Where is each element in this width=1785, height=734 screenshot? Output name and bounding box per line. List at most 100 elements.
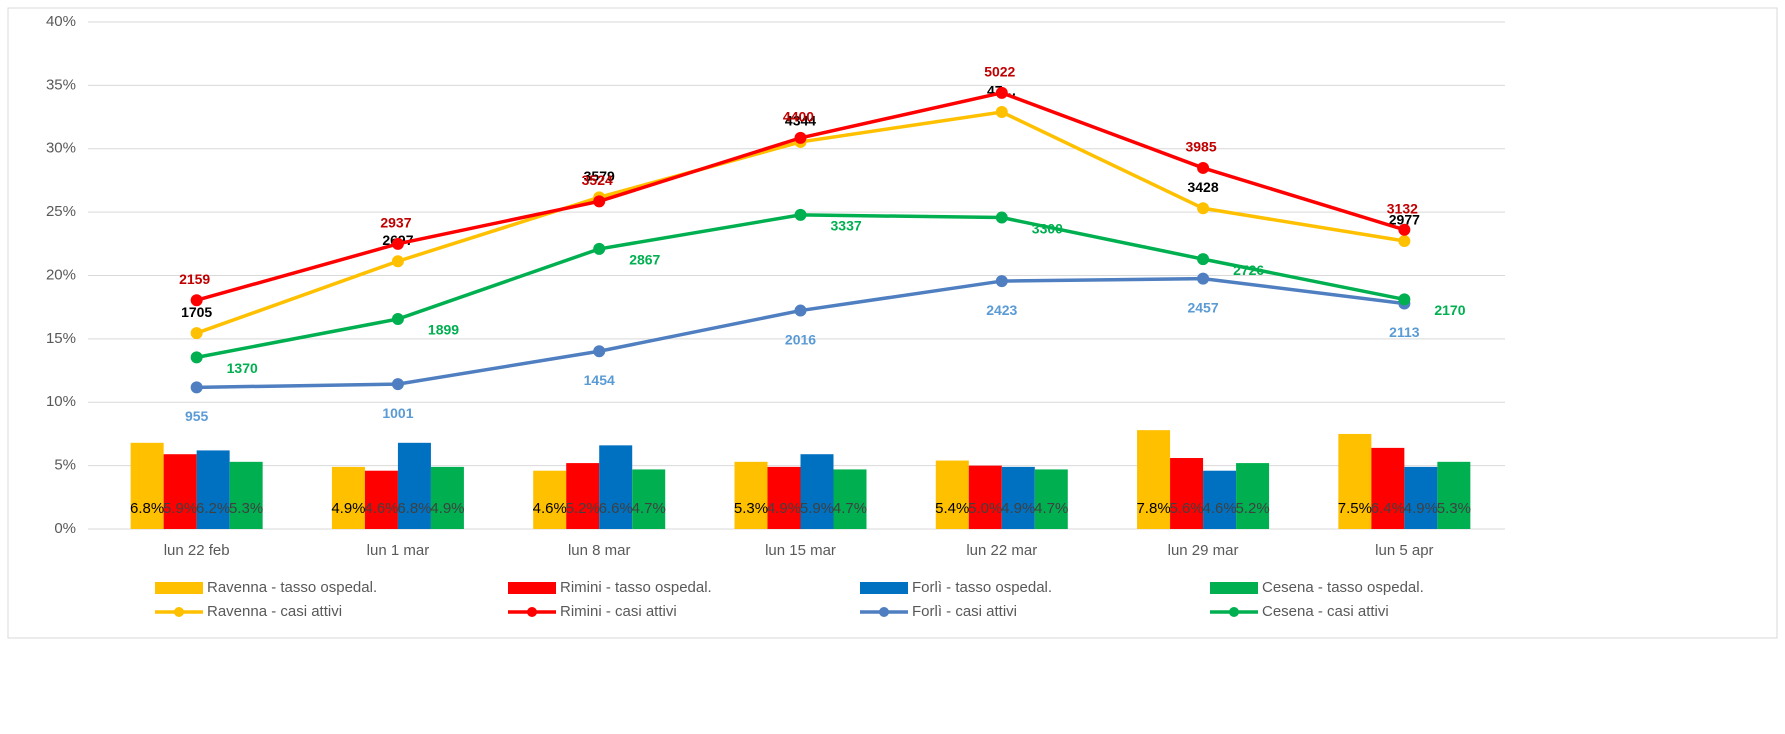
- line-point: [593, 242, 606, 255]
- legend-swatch: [527, 607, 537, 617]
- line-point: [1197, 253, 1210, 266]
- x-tick-label: lun 22 feb: [164, 542, 230, 559]
- line-label: 1370: [227, 360, 258, 376]
- line-label: 2457: [1187, 299, 1218, 315]
- bar-label: 5.3%: [734, 500, 768, 517]
- legend-label: Rimini - casi attivi: [560, 603, 677, 620]
- line-point: [995, 211, 1008, 224]
- x-tick-label: lun 1 mar: [367, 542, 430, 559]
- bar-label: 5.2%: [1235, 500, 1269, 517]
- bar: [599, 445, 633, 529]
- bar: [1001, 466, 1035, 529]
- bar: [1034, 469, 1068, 529]
- bar-label: 4.6%: [1202, 500, 1236, 517]
- legend-label: Forlì - tasso ospedal.: [912, 579, 1052, 596]
- bar: [397, 442, 431, 529]
- bar: [430, 466, 464, 529]
- bar-label: 5.3%: [229, 500, 263, 517]
- line-label: 2159: [179, 271, 210, 287]
- bar-label: 4.9%: [430, 500, 464, 517]
- legend-swatch: [174, 607, 184, 617]
- bar: [1203, 470, 1237, 529]
- bar-label: 5.2%: [566, 500, 600, 517]
- y-tick-label: 5%: [54, 457, 76, 474]
- line-point: [995, 275, 1008, 288]
- line-label: 2016: [785, 331, 816, 347]
- line-label: 3132: [1387, 200, 1418, 216]
- bar: [935, 460, 969, 529]
- line-label: 5022: [984, 64, 1015, 80]
- line-point: [391, 237, 404, 250]
- legend-swatch: [879, 607, 889, 617]
- y-tick-label: 20%: [46, 266, 76, 283]
- bar-label: 6.8%: [397, 500, 431, 517]
- bar-label: 4.9%: [1001, 500, 1035, 517]
- bar-label: 5.0%: [968, 500, 1002, 517]
- line-point: [190, 381, 203, 394]
- bar: [196, 450, 230, 529]
- bar-label: 6.2%: [196, 500, 230, 517]
- bar: [130, 442, 164, 529]
- x-tick-label: lun 8 mar: [568, 542, 631, 559]
- y-tick-label: 35%: [46, 76, 76, 93]
- bar-label: 5.6%: [1169, 500, 1203, 517]
- line-point: [391, 378, 404, 391]
- line-label: 2867: [629, 252, 660, 268]
- bar: [331, 466, 365, 529]
- line-point: [593, 195, 606, 208]
- line-label: 4400: [783, 109, 814, 125]
- line-point: [190, 351, 203, 364]
- y-tick-label: 10%: [46, 393, 76, 410]
- legend-label: Cesena - tasso ospedal.: [1262, 579, 1424, 596]
- bar: [1236, 463, 1270, 529]
- bar-label: 5.4%: [935, 500, 969, 517]
- x-tick-label: lun 5 apr: [1375, 542, 1433, 559]
- bar: [632, 469, 666, 529]
- y-tick-label: 0%: [54, 520, 76, 537]
- bar: [833, 469, 867, 529]
- bar-label: 5.3%: [1437, 500, 1471, 517]
- line-point: [391, 255, 404, 268]
- line-point: [1197, 161, 1210, 174]
- line-point: [794, 304, 807, 317]
- y-tick-label: 25%: [46, 203, 76, 220]
- bar-label: 4.7%: [833, 500, 867, 517]
- line-point: [190, 294, 203, 307]
- legend-swatch: [155, 582, 203, 594]
- line-point: [794, 208, 807, 221]
- bar: [364, 470, 398, 529]
- bar: [1404, 466, 1438, 529]
- bar: [734, 461, 768, 529]
- bar: [1371, 447, 1405, 529]
- line-label: 2170: [1434, 302, 1465, 318]
- chart-frame: [7, 7, 1778, 639]
- line-label: 2113: [1389, 324, 1420, 340]
- line-label: 3579: [584, 168, 615, 184]
- x-tick-label: lun 29 mar: [1168, 542, 1239, 559]
- legend-swatch: [860, 582, 908, 594]
- bar: [800, 454, 834, 529]
- line-point: [1398, 234, 1411, 247]
- line-label: 1001: [382, 405, 413, 421]
- legend-label: Forlì - casi attivi: [912, 603, 1017, 620]
- legend-swatch: [508, 582, 556, 594]
- line-point: [794, 131, 807, 144]
- bar: [968, 465, 1002, 529]
- line-point: [391, 313, 404, 326]
- bar-label: 4.9%: [1404, 500, 1438, 517]
- line-label: 2937: [380, 215, 411, 231]
- bar-label: 4.9%: [767, 500, 801, 517]
- line-label: 1899: [428, 322, 459, 338]
- bar-label: 4.7%: [632, 500, 666, 517]
- legend-label: Rimini - tasso ospedal.: [560, 579, 712, 596]
- line-point: [1398, 223, 1411, 236]
- legend-label: Cesena - casi attivi: [1262, 603, 1389, 620]
- line-point: [995, 86, 1008, 99]
- line-label: 2423: [986, 302, 1017, 318]
- line-point: [593, 345, 606, 358]
- line-label: 955: [185, 408, 209, 424]
- legend-swatch: [1210, 582, 1258, 594]
- line-label: 4344: [785, 113, 816, 129]
- y-tick-label: 40%: [46, 13, 76, 30]
- bar-label: 5.9%: [800, 500, 834, 517]
